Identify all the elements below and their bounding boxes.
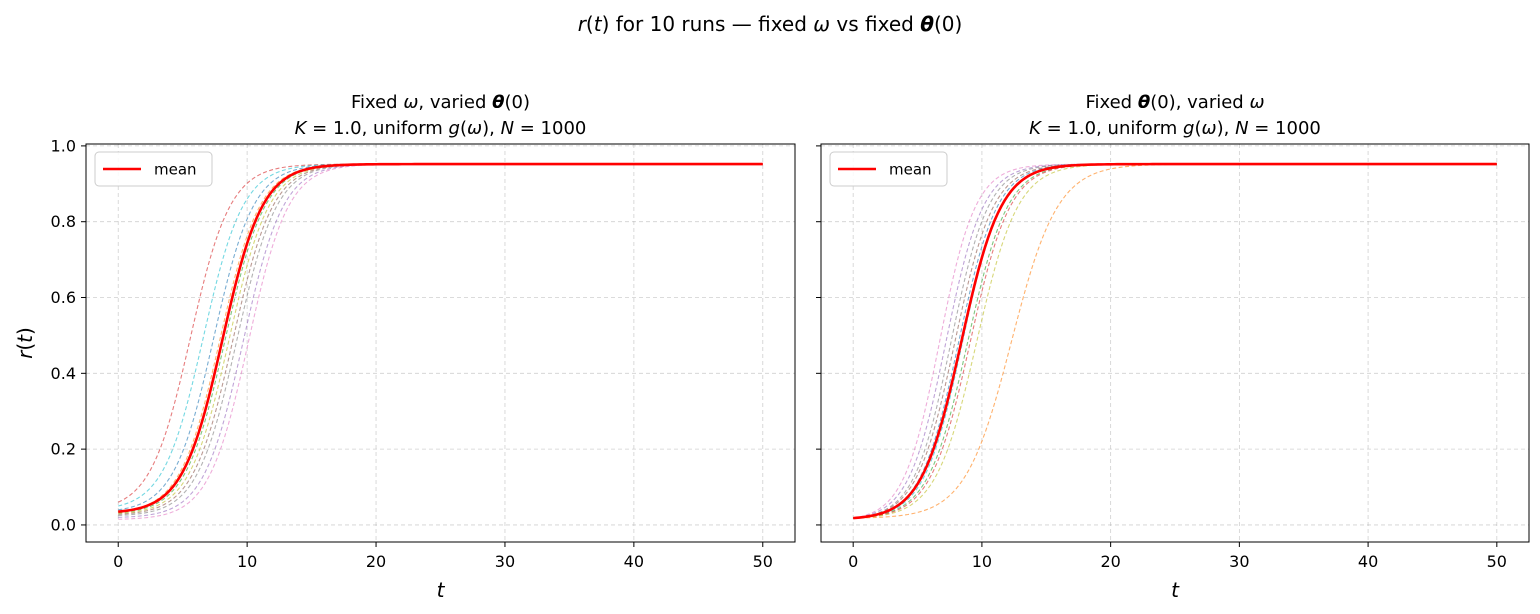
x-tick-label: 30 xyxy=(495,552,515,571)
x-tick-label: 30 xyxy=(1229,552,1249,571)
run-line-6 xyxy=(853,163,1497,519)
run-line-1 xyxy=(853,163,1497,519)
x-tick-label: 0 xyxy=(113,552,123,571)
run-line-4 xyxy=(853,163,1497,519)
legend: mean xyxy=(94,151,213,187)
left-panel: 0 10 20 30 40 50 0.0 0.2 0.4 0.6 0.8 1.0 Fixed ω, va… xyxy=(13,92,796,602)
x-tick-label: 40 xyxy=(624,552,644,571)
run-line-8 xyxy=(853,163,1497,519)
run-line-6 xyxy=(118,163,763,515)
x-axis-label: t xyxy=(1171,578,1180,602)
run-line-2 xyxy=(118,163,763,507)
run-line-4 xyxy=(118,163,763,513)
run-line-7 xyxy=(118,163,763,515)
panel-title-line1: Fixed ω, varied θ(0) xyxy=(351,92,530,113)
y-tick-label: 0.6 xyxy=(51,288,76,307)
mean-line xyxy=(853,162,1497,520)
panel-title-line2: K = 1.0, uniform g(ω), N = 1000 xyxy=(295,118,587,139)
x-tick-label: 20 xyxy=(1100,552,1120,571)
run-line-8 xyxy=(118,163,763,517)
y-tick-label: 1.0 xyxy=(51,136,76,155)
x-axis-label: t xyxy=(437,578,446,602)
run-line-7 xyxy=(853,163,1497,519)
run-line-10 xyxy=(853,163,1497,519)
run-line-5 xyxy=(118,163,763,514)
y-axis-label: r(t) xyxy=(13,327,37,359)
y-tick-label: 0.2 xyxy=(51,440,76,459)
run-line-3 xyxy=(118,163,763,511)
x-tick-label: 10 xyxy=(972,552,992,571)
legend-box xyxy=(94,151,213,187)
panel-title-line1: Fixed θ(0), varied ω xyxy=(1085,92,1264,113)
legend: mean xyxy=(829,151,948,187)
axes-frame xyxy=(85,143,796,543)
legend-box xyxy=(829,151,948,187)
figure-suptitle: r(t) for 10 runs — fixed ω vs fixed θ(0) xyxy=(578,12,963,36)
legend-mean-label: mean xyxy=(889,161,932,179)
x-tick-label: 50 xyxy=(753,552,773,571)
x-tick-label: 20 xyxy=(366,552,386,571)
y-tick-label: 0.0 xyxy=(51,515,76,534)
run-line-3 xyxy=(853,163,1497,519)
x-tick-label: 40 xyxy=(1358,552,1378,571)
run-line-10 xyxy=(118,163,763,520)
y-tick-label: 0.8 xyxy=(51,212,76,231)
run-line-2 xyxy=(853,163,1497,519)
x-tick-label: 50 xyxy=(1487,552,1507,571)
mean-line xyxy=(118,162,763,513)
legend-mean-label: mean xyxy=(154,161,197,179)
right-panel: 0 10 20 30 40 50 Fixed θ(0), varied ω K = 1.0, … xyxy=(816,92,1530,602)
run-line-9 xyxy=(853,163,1497,519)
panel-title-line2: K = 1.0, uniform g(ω), N = 1000 xyxy=(1029,118,1321,139)
y-tick-label: 0.4 xyxy=(51,364,76,383)
axes-frame xyxy=(820,143,1530,543)
run-line-5 xyxy=(853,163,1497,519)
x-tick-label: 10 xyxy=(237,552,257,571)
x-tick-label: 0 xyxy=(848,552,858,571)
